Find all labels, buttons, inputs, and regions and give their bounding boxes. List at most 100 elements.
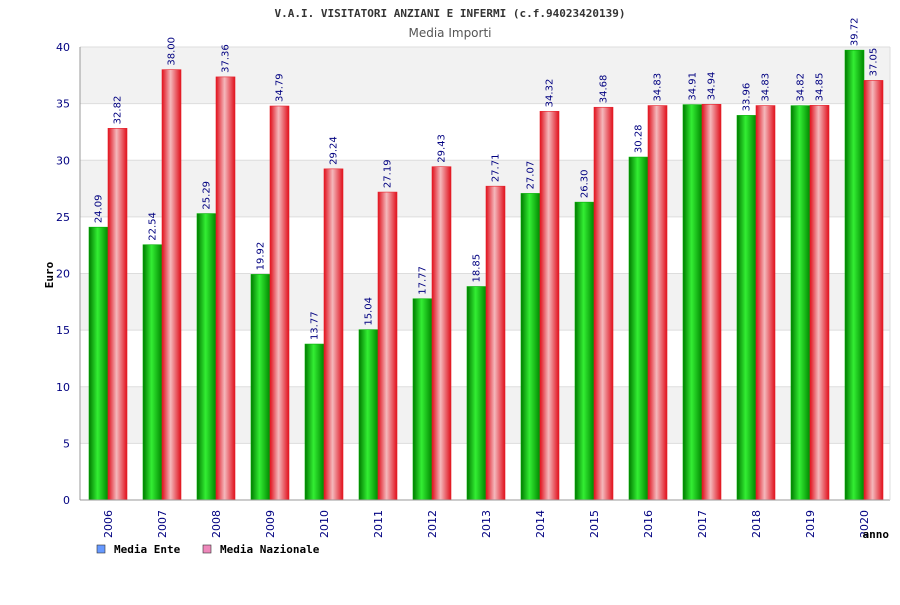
bar-media-nazionale-2018 [755,105,776,501]
data-label-media-nazionale-2020: 37.05 [869,48,880,77]
bar-media-nazionale-2009 [269,105,290,501]
bar-media-ente-2015 [574,201,595,501]
bar-media-ente-2007 [142,244,163,501]
x-tick-label-2014: 2014 [534,510,547,538]
bar-media-ente-2019 [790,105,811,501]
bar-media-nazionale-2008 [215,76,236,501]
bar-media-nazionale-2010 [323,168,344,501]
data-label-media-nazionale-2019: 34.85 [815,73,826,102]
data-label-media-ente-2018: 33.96 [742,83,753,112]
data-label-media-nazionale-2009: 34.79 [275,73,286,102]
data-label-media-nazionale-2006: 32.82 [113,96,124,125]
data-label-media-ente-2017: 34.91 [688,72,699,101]
y-tick-label: 30 [56,154,70,167]
bar-media-ente-2010 [304,343,325,501]
chart-title: V.A.I. VISITATORI ANZIANI E INFERMI (c.f… [275,7,626,20]
data-label-media-ente-2020: 39.72 [850,18,861,47]
x-tick-label-2009: 2009 [264,510,277,538]
x-tick-label-2018: 2018 [750,510,763,538]
bar-media-ente-2008 [196,213,217,501]
data-label-media-nazionale-2012: 29.43 [437,134,448,163]
bar-media-ente-2011 [358,329,379,501]
bars [88,49,884,501]
chart-subtitle: Media Importi [408,26,491,40]
bar-media-nazionale-2012 [431,166,452,501]
x-tick-label-2020: 2020 [858,510,871,538]
data-label-media-nazionale-2016: 34.83 [653,73,664,102]
bar-media-nazionale-2020 [863,80,884,501]
bar-media-nazionale-2013 [485,185,506,501]
x-axis-label: anno [863,528,890,541]
data-label-media-ente-2008: 25.29 [202,181,213,210]
bar-media-ente-2012 [412,298,433,501]
data-label-media-nazionale-2018: 34.83 [761,73,772,102]
data-label-media-ente-2015: 26.30 [580,170,591,199]
y-tick-label: 20 [56,268,70,281]
x-tick-label-2015: 2015 [588,510,601,538]
bar-media-ente-2006 [88,226,109,501]
data-label-media-nazionale-2010: 29.24 [329,136,340,165]
y-tick-label: 5 [63,437,70,450]
bar-media-ente-2017 [682,104,703,501]
x-tick-label-2007: 2007 [156,510,169,538]
bar-media-ente-2016 [628,156,649,501]
legend-label-media-nazionale: Media Nazionale [220,543,320,556]
bar-media-ente-2014 [520,193,541,501]
x-tick-label-2016: 2016 [642,510,655,538]
bar-media-nazionale-2015 [593,106,614,501]
legend: Media Ente Media Nazionale [96,543,320,556]
y-tick-label: 25 [56,211,70,224]
bar-media-ente-2020 [844,49,865,501]
y-axis-label: Euro [43,261,56,288]
bar-media-nazionale-2007 [161,69,182,501]
bar-media-nazionale-2006 [107,128,128,501]
data-label-media-ente-2013: 18.85 [472,254,483,283]
plot-band [80,47,890,104]
axes [79,47,891,501]
data-label-media-ente-2019: 34.82 [796,73,807,102]
y-tick-labels: 0 5 10 15 20 25 30 35 40 [56,41,70,507]
data-label-media-ente-2012: 17.77 [418,266,429,295]
legend-swatch-media-nazionale [202,544,212,554]
legend-swatch-media-ente [96,544,106,554]
data-labels: 24.09 32.82 22.54 38.00 25.29 37.36 19.92 34.79… [94,18,880,341]
y-tick-label: 0 [63,494,70,507]
x-tick-label-2012: 2012 [426,510,439,538]
data-label-media-nazionale-2017: 34.94 [707,72,718,101]
bar-media-ente-2013 [466,286,487,501]
data-label-media-ente-2014: 27.07 [526,161,537,190]
x-tick-label-2010: 2010 [318,510,331,538]
x-tick-label-2019: 2019 [804,510,817,538]
data-label-media-nazionale-2014: 34.32 [545,79,556,108]
x-tick-label-2017: 2017 [696,510,709,538]
y-tick-label: 35 [56,98,70,111]
x-tick-label-2011: 2011 [372,510,385,538]
y-tick-label: 10 [56,381,70,394]
data-label-media-nazionale-2008: 37.36 [221,44,232,73]
data-label-media-nazionale-2013: 27.71 [491,154,502,183]
data-label-media-ente-2010: 13.77 [310,311,321,340]
data-label-media-ente-2006: 24.09 [94,195,105,224]
bar-media-nazionale-2017 [701,104,722,501]
bar-media-nazionale-2011 [377,191,398,501]
bar-media-ente-2009 [250,274,271,501]
bar-media-nazionale-2014 [539,111,560,501]
data-label-media-ente-2016: 30.28 [634,124,645,153]
data-label-media-nazionale-2011: 27.19 [383,159,394,188]
legend-label-media-ente: Media Ente [114,543,181,556]
x-tick-labels: 2006 2007 2008 2009 2010 2011 2012 2013 2014 2015… [102,510,871,538]
x-tick-label-2006: 2006 [102,510,115,538]
data-label-media-nazionale-2007: 38.00 [167,37,178,66]
y-tick-label: 15 [56,324,70,337]
data-label-media-ente-2011: 15.04 [364,297,375,326]
x-tick-label-2013: 2013 [480,510,493,538]
bar-media-ente-2018 [736,115,757,501]
data-label-media-nazionale-2015: 34.68 [599,75,610,104]
data-label-media-ente-2007: 22.54 [148,212,159,241]
x-tick-label-2008: 2008 [210,510,223,538]
data-label-media-ente-2009: 19.92 [256,242,267,271]
y-tick-label: 40 [56,41,70,54]
bar-media-nazionale-2016 [647,105,668,501]
